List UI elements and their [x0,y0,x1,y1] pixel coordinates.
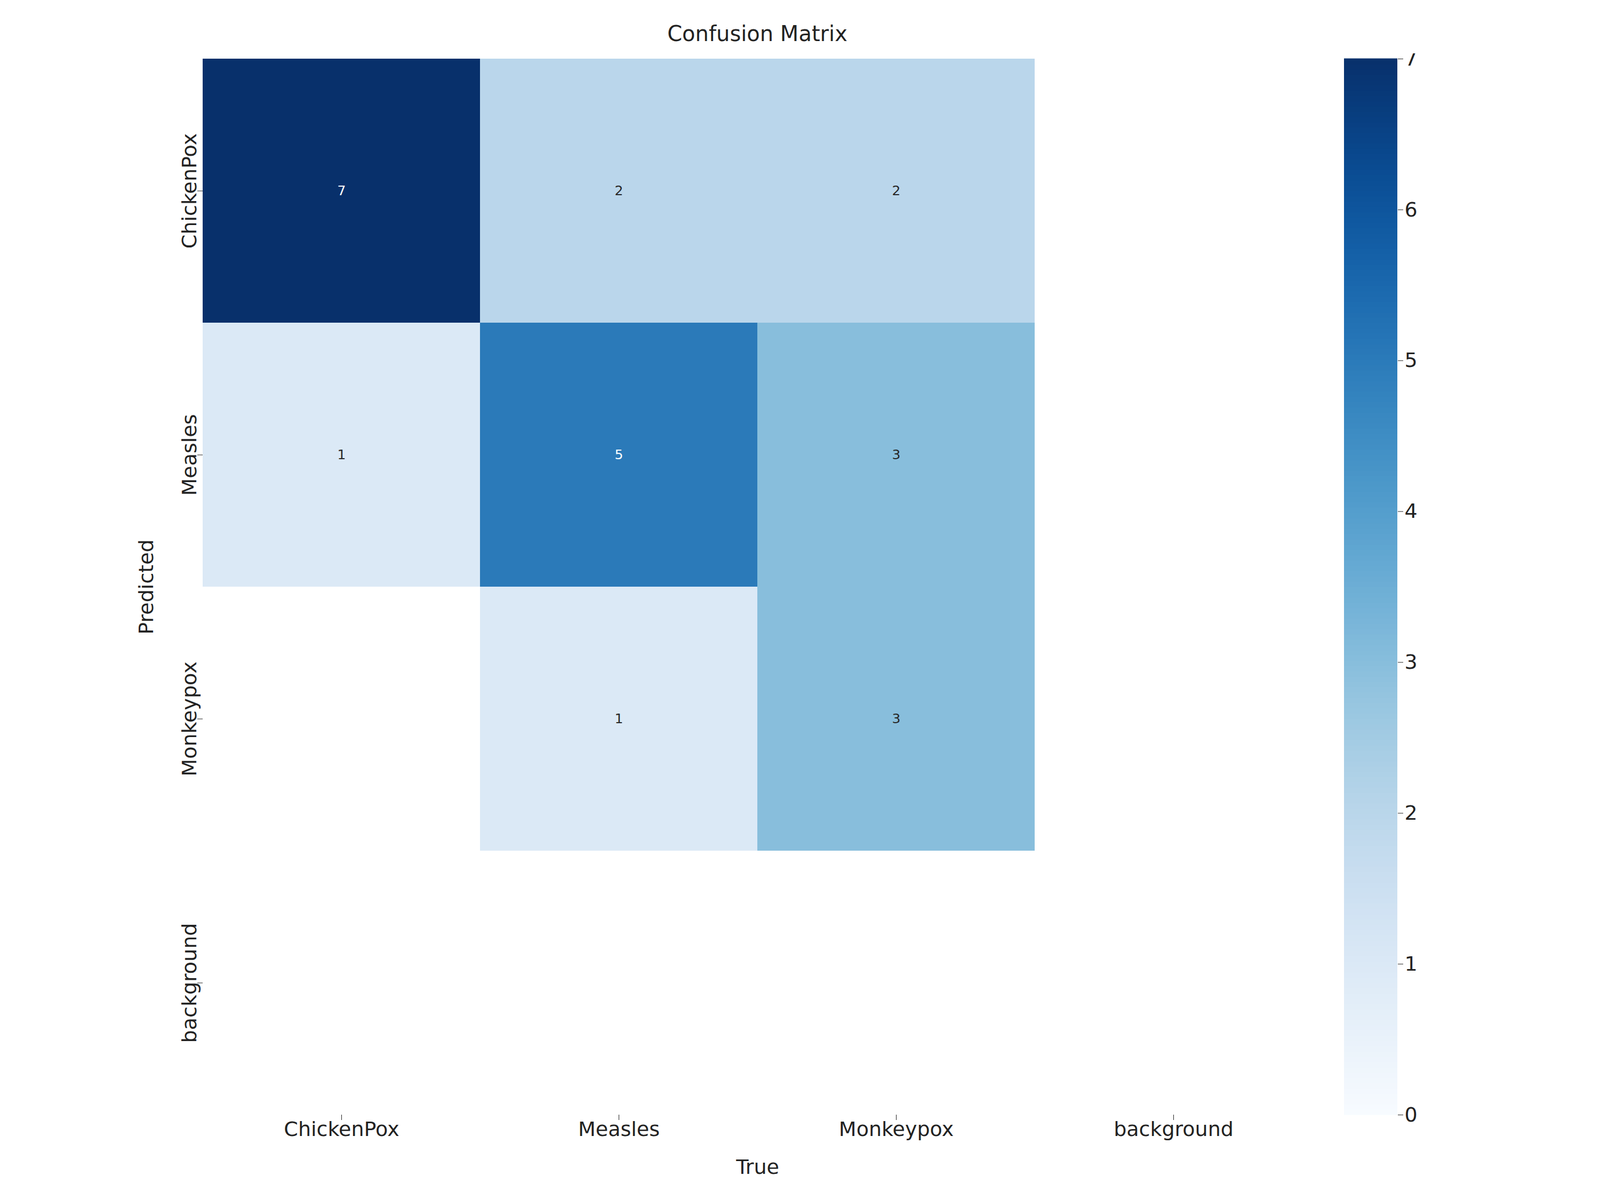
svg-text:ChickenPox: ChickenPox [283,1117,399,1141]
svg-text:Measles: Measles [177,414,202,496]
svg-text:Monkeypox: Monkeypox [177,661,202,776]
svg-text:Monkeypox: Monkeypox [838,1117,954,1141]
html-text:Confusion Matrix: Confusion Matrix [667,21,848,46]
svg-text:background: background [177,923,202,1044]
svg-text:Predicted: Predicted [134,539,158,635]
svg-text:True: True [735,1155,780,1179]
svg-text:ChickenPox: ChickenPox [177,133,202,249]
svg-text:background: background [1113,1117,1234,1141]
svg-text:5: 5 [1404,348,1418,372]
svg-text:5: 5 [614,446,624,463]
svg-text:2: 2 [892,182,901,199]
svg-text:1: 1 [614,710,624,727]
svg-text:6: 6 [1404,197,1418,222]
svg-text:3: 3 [892,446,901,463]
svg-text:4: 4 [1404,499,1418,523]
svg-text:3: 3 [892,710,901,727]
svg-text:2: 2 [614,182,624,199]
svg-text:Measles: Measles [578,1117,660,1141]
svg-text:0: 0 [1404,1102,1418,1127]
svg-text:2: 2 [1404,801,1418,825]
svg-text:1: 1 [337,446,347,463]
svg-text:7: 7 [1404,53,1418,71]
svg-text:3: 3 [1404,650,1418,674]
svg-text:7: 7 [337,182,347,199]
svg-text:1: 1 [1404,952,1418,976]
